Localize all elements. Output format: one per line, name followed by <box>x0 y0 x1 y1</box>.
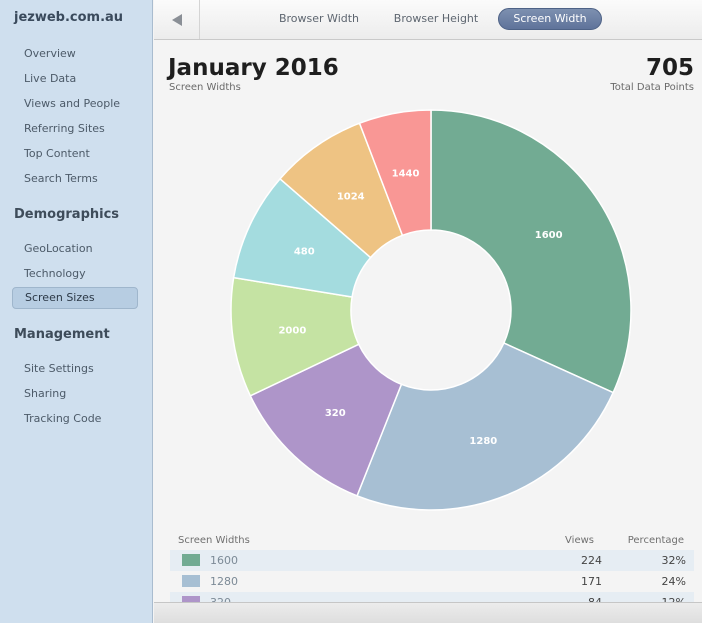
segment-label-1024: 1024 <box>337 191 365 202</box>
back-button[interactable] <box>154 0 200 39</box>
section-management: Management <box>14 327 110 342</box>
row-views: 224 <box>581 554 602 567</box>
sidebar-item-views-and-people[interactable]: Views and People <box>24 97 121 110</box>
tab-browser-width[interactable]: Browser Width <box>278 12 360 25</box>
sidebar-item-tracking-code[interactable]: Tracking Code <box>24 412 102 425</box>
total-count: 705 <box>645 55 694 81</box>
donut-segment-1600[interactable] <box>430 109 632 394</box>
sidebar-item-technology[interactable]: Technology <box>24 267 86 280</box>
table-header: Screen Widths Views Percentage <box>178 535 690 553</box>
row-percentage: 32% <box>661 554 686 567</box>
header-views: Views <box>565 535 594 546</box>
sidebar: jezweb.com.au Overview Live Data Views a… <box>0 0 153 623</box>
page-title: January 2016 <box>168 55 339 81</box>
total-label: Total Data Points <box>610 82 694 93</box>
segment-label-1440: 1440 <box>392 168 420 179</box>
horizontal-scrollbar[interactable] <box>154 602 702 623</box>
tab-screen-width[interactable]: Screen Width <box>498 8 602 30</box>
header-percentage: Percentage <box>627 535 684 546</box>
tab-browser-height[interactable]: Browser Height <box>393 12 479 25</box>
donut-chart: 1600 1280 320 2000 480 1024 1440 <box>230 109 632 511</box>
sidebar-item-referring-sites[interactable]: Referring Sites <box>24 122 105 135</box>
color-swatch <box>182 554 200 566</box>
sidebar-item-geolocation[interactable]: GeoLocation <box>24 242 93 255</box>
sidebar-item-sharing[interactable]: Sharing <box>24 387 67 400</box>
donut-segment-1440[interactable] <box>358 109 432 237</box>
segment-label-2000: 2000 <box>278 326 306 337</box>
back-arrow-icon <box>171 13 182 26</box>
section-demographics: Demographics <box>14 207 120 222</box>
table-row: 1280 171 24% <box>170 571 694 592</box>
sidebar-item-site-settings[interactable]: Site Settings <box>24 362 94 375</box>
main-content: January 2016 Screen Widths 705 Total Dat… <box>154 40 702 623</box>
donut-segment-1280[interactable] <box>356 342 615 511</box>
row-views: 171 <box>581 575 602 588</box>
table-row: 1600 224 32% <box>170 550 694 571</box>
segment-label-1280: 1280 <box>469 436 497 447</box>
segment-label-480: 480 <box>294 247 315 258</box>
header-screen-widths: Screen Widths <box>178 535 250 546</box>
segment-label-1600: 1600 <box>535 230 563 241</box>
row-label: 1600 <box>210 554 238 567</box>
toolbar: Browser Width Browser Height Screen Widt… <box>154 0 702 40</box>
row-percentage: 24% <box>661 575 686 588</box>
sidebar-item-screen-sizes[interactable]: Screen Sizes <box>12 287 138 309</box>
segment-label-320: 320 <box>325 408 346 419</box>
site-title[interactable]: jezweb.com.au <box>14 10 124 25</box>
page-subtitle: Screen Widths <box>169 82 241 93</box>
sidebar-item-live-data[interactable]: Live Data <box>24 72 77 85</box>
color-swatch <box>182 575 200 587</box>
sidebar-item-search-terms[interactable]: Search Terms <box>24 172 98 185</box>
sidebar-item-overview[interactable]: Overview <box>24 47 76 60</box>
row-label: 1280 <box>210 575 238 588</box>
sidebar-item-top-content[interactable]: Top Content <box>24 147 90 160</box>
